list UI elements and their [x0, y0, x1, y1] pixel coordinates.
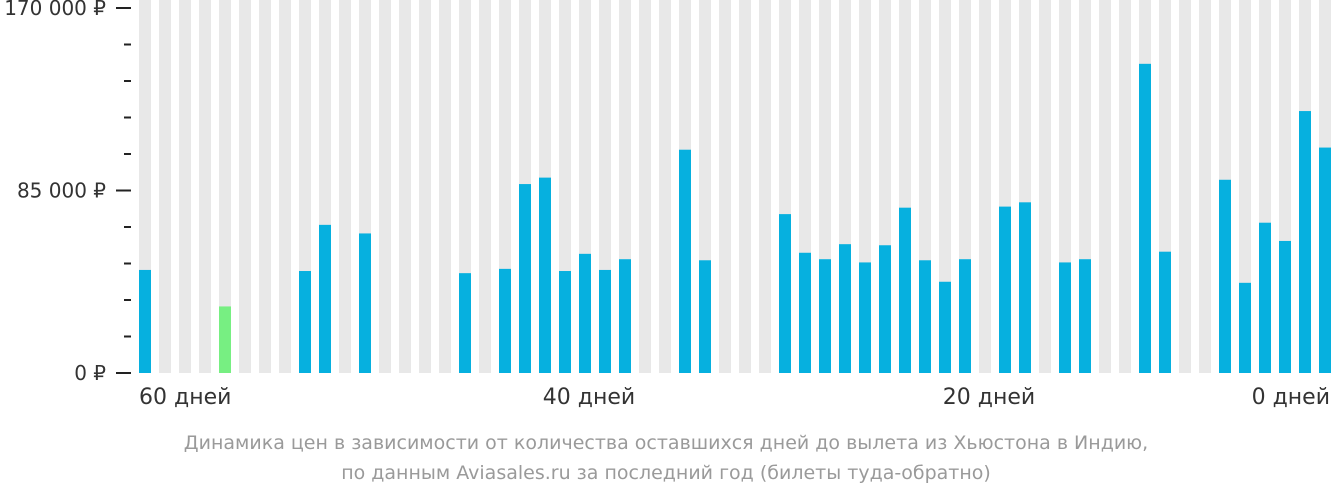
background-stripe — [639, 0, 651, 373]
y-tick-label: 170 000 ₽ — [4, 0, 106, 20]
price-bar — [1079, 259, 1091, 373]
x-tick-label: 20 дней — [943, 385, 1035, 410]
price-bar — [1059, 262, 1071, 373]
price-bar — [619, 259, 631, 373]
price-bar — [1299, 111, 1311, 373]
background-stripe — [439, 0, 451, 373]
background-stripe — [1119, 0, 1131, 373]
price-bar — [1019, 202, 1031, 373]
price-bar — [1239, 282, 1251, 373]
background-stripe — [379, 0, 391, 373]
background-stripe — [399, 0, 411, 373]
background-stripe — [179, 0, 191, 373]
price-bars — [139, 63, 1331, 374]
price-bar — [1319, 147, 1331, 373]
y-tick-label: 85 000 ₽ — [17, 179, 106, 203]
background-stripe — [479, 0, 491, 373]
background-stripe — [1199, 0, 1211, 373]
background-stripes — [139, 0, 1331, 373]
price-bar — [1159, 251, 1171, 373]
price-bar — [679, 149, 691, 373]
price-bar — [139, 269, 151, 373]
price-bar — [959, 259, 971, 373]
price-bar — [919, 260, 931, 373]
price-bar — [219, 306, 231, 373]
background-stripe — [719, 0, 731, 373]
price-bar — [499, 268, 511, 373]
price-bar — [539, 177, 551, 373]
x-tick-label: 0 дней — [1252, 385, 1330, 410]
price-bar — [939, 281, 951, 373]
price-bar — [519, 184, 531, 373]
background-stripe — [279, 0, 291, 373]
price-bar — [1139, 63, 1151, 374]
price-bar — [579, 253, 591, 373]
price-bar — [899, 207, 911, 373]
price-bar — [999, 206, 1011, 373]
price-bar — [359, 233, 371, 373]
price-bar — [319, 224, 331, 373]
chart-caption-line-1: Динамика цен в зависимости от количества… — [183, 432, 1149, 454]
price-bar — [1259, 222, 1271, 373]
x-tick-label: 60 дней — [139, 385, 231, 410]
price-bar — [459, 273, 471, 373]
background-stripe — [259, 0, 271, 373]
price-bar — [1279, 240, 1291, 373]
chart-caption-line-2: по данным Aviasales.ru за последний год … — [341, 462, 991, 484]
background-stripe — [1099, 0, 1111, 373]
background-stripe — [739, 0, 751, 373]
background-stripe — [1039, 0, 1051, 373]
background-stripe — [659, 0, 671, 373]
y-axis: 0 ₽ 85 000 ₽ 170 000 ₽ — [4, 0, 131, 385]
price-bar — [859, 262, 871, 373]
background-stripe — [419, 0, 431, 373]
price-bar — [559, 271, 571, 373]
price-bar — [879, 245, 891, 373]
price-bar — [799, 252, 811, 373]
price-bar — [779, 214, 791, 373]
background-stripe — [1179, 0, 1191, 373]
background-stripe — [159, 0, 171, 373]
background-stripe — [979, 0, 991, 373]
price-bar — [299, 271, 311, 373]
price-bar — [819, 259, 831, 373]
price-bar — [699, 260, 711, 373]
background-stripe — [199, 0, 211, 373]
price-bar — [599, 269, 611, 373]
background-stripe — [939, 0, 951, 373]
background-stripe — [1239, 0, 1251, 373]
background-stripe — [239, 0, 251, 373]
y-tick-label: 0 ₽ — [74, 361, 106, 385]
price-bar — [839, 244, 851, 373]
price-bar — [1219, 179, 1231, 373]
x-tick-label: 40 дней — [543, 385, 635, 410]
x-axis: 60 дней 40 дней 20 дней 0 дней — [139, 385, 1330, 410]
background-stripe — [219, 0, 231, 373]
background-stripe — [339, 0, 351, 373]
background-stripe — [759, 0, 771, 373]
